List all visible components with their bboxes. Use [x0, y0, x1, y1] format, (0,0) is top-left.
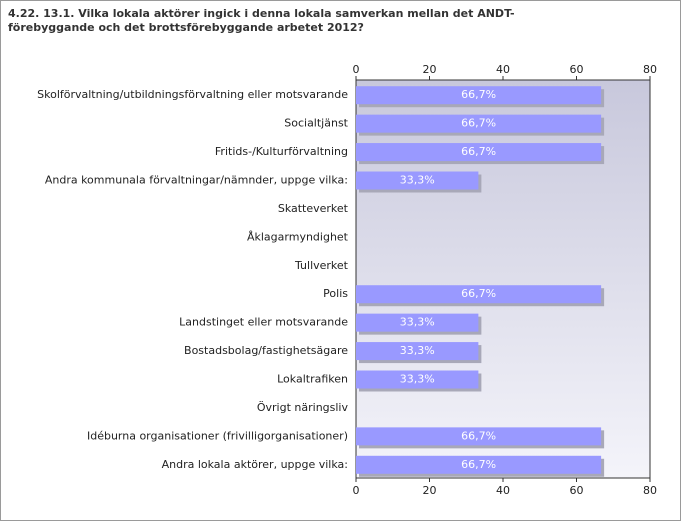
y-tick-label: Fritids-/Kulturförvaltning	[215, 145, 348, 158]
y-tick-label: Landstinget eller motsvarande	[179, 316, 348, 329]
plot-area	[355, 79, 651, 479]
bar	[356, 86, 602, 105]
bar	[356, 285, 602, 304]
value-label: 66,7%	[461, 287, 496, 300]
y-tick-label: Åklagarmyndighet	[247, 230, 349, 243]
x-tick-label: 40	[496, 484, 510, 497]
y-tick-label: Tullverket	[294, 259, 349, 272]
x-tick-label: 60	[570, 484, 584, 497]
value-label: 66,7%	[461, 429, 496, 442]
y-tick-label: Socialtjänst	[284, 117, 348, 130]
value-label: 66,7%	[461, 117, 496, 130]
value-label: 33,3%	[400, 344, 435, 357]
value-label: 66,7%	[461, 88, 496, 101]
y-tick-label: Andra lokala aktörer, uppge vilka:	[162, 458, 348, 471]
x-tick-label: 0	[353, 63, 360, 76]
y-tick-label: Idéburna organisationer (frivilligorgani…	[87, 429, 348, 442]
x-tick-label: 40	[496, 63, 510, 76]
x-tick-label: 20	[423, 484, 437, 497]
value-label: 33,3%	[400, 316, 435, 329]
bar	[356, 427, 602, 446]
y-tick-label: Lokaltrafiken	[277, 373, 348, 386]
y-tick-label: Övrigt näringsliv	[257, 401, 349, 414]
bar	[356, 171, 479, 190]
chart-title: 4.22. 13.1. Vilka lokala aktörer ingick …	[8, 7, 515, 34]
bar	[356, 342, 479, 361]
y-tick-label: Bostadsbolag/fastighetsägare	[184, 344, 348, 357]
value-label: 33,3%	[400, 373, 435, 386]
bar	[356, 370, 479, 389]
x-tick-label: 0	[353, 484, 360, 497]
x-tick-label: 20	[423, 63, 437, 76]
x-tick-label: 80	[643, 63, 657, 76]
bar	[356, 114, 602, 133]
y-tick-label: Skolförvaltning/utbildningsförvaltning e…	[37, 88, 348, 101]
bar	[356, 313, 479, 332]
y-tick-label: Polis	[323, 287, 348, 300]
y-tick-label: Andra kommunala förvaltningar/nämnder, u…	[45, 174, 348, 187]
x-tick-label: 60	[570, 63, 584, 76]
y-tick-label: Skatteverket	[278, 202, 349, 215]
bar	[356, 143, 602, 162]
value-label: 66,7%	[461, 145, 496, 158]
bar	[356, 455, 602, 474]
x-tick-label: 80	[643, 484, 657, 497]
value-label: 66,7%	[461, 458, 496, 471]
value-label: 33,3%	[400, 174, 435, 187]
